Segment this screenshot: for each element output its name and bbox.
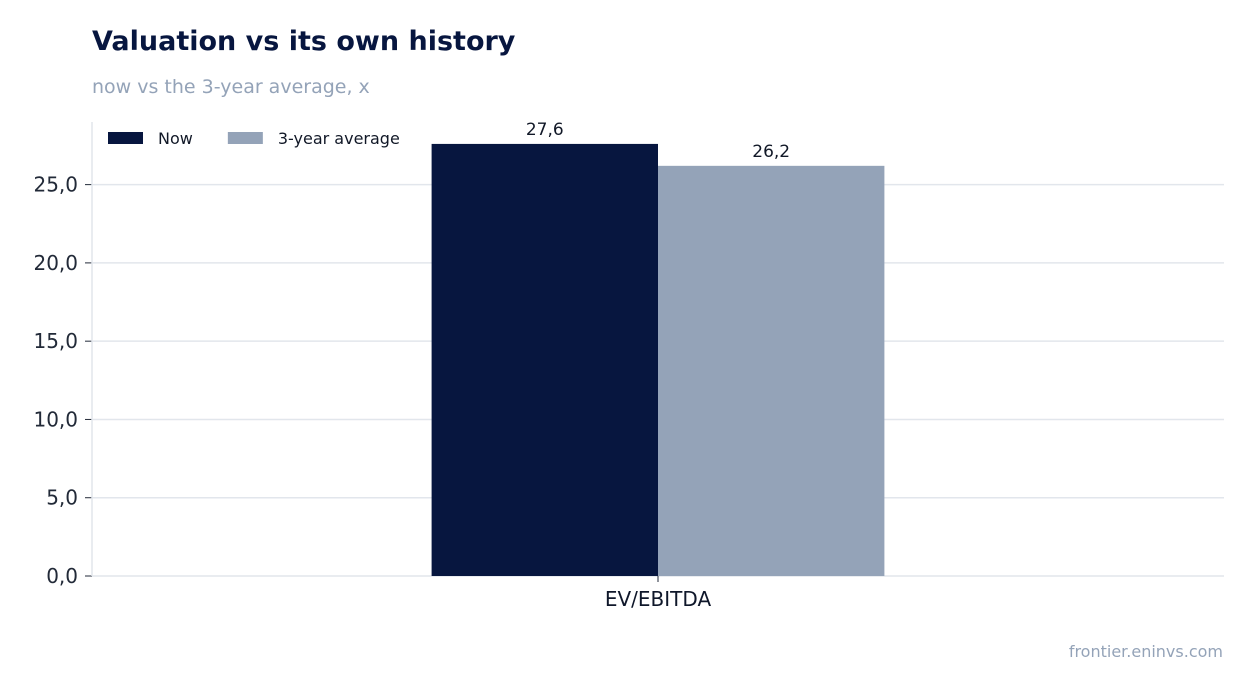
y-tick-label: 20,0: [33, 251, 78, 275]
axes: 0,0 5,0 10,0 15,0 20,0 25,0 EV/EBITDA: [33, 122, 711, 611]
bar-value-label: 26,2: [752, 142, 790, 162]
y-tick-label: 15,0: [33, 329, 78, 353]
y-tick-label: 5,0: [46, 486, 78, 510]
legend-swatch: [108, 132, 143, 144]
x-tick-label: EV/EBITDA: [605, 587, 712, 611]
source-credit: frontier.eninvs.com: [1068, 642, 1223, 661]
y-tick-label: 10,0: [33, 407, 78, 431]
legend-label: 3-year average: [278, 129, 400, 148]
legend-swatch: [227, 132, 263, 144]
bar-now: [431, 143, 658, 576]
bar-value-label: 27,6: [526, 120, 564, 140]
data-labels: 27,6 26,2: [526, 120, 790, 162]
chart-subtitle: now vs the 3-year average, x: [92, 76, 370, 98]
legend-label: Now: [158, 129, 193, 148]
bar-3-year-average: [658, 165, 885, 577]
chart-title: Valuation vs its own history: [92, 26, 516, 57]
legend: Now 3-year average: [108, 129, 400, 148]
y-tick-label: 0,0: [46, 564, 78, 588]
bars: [431, 143, 885, 577]
y-tick-label: 25,0: [33, 173, 78, 197]
